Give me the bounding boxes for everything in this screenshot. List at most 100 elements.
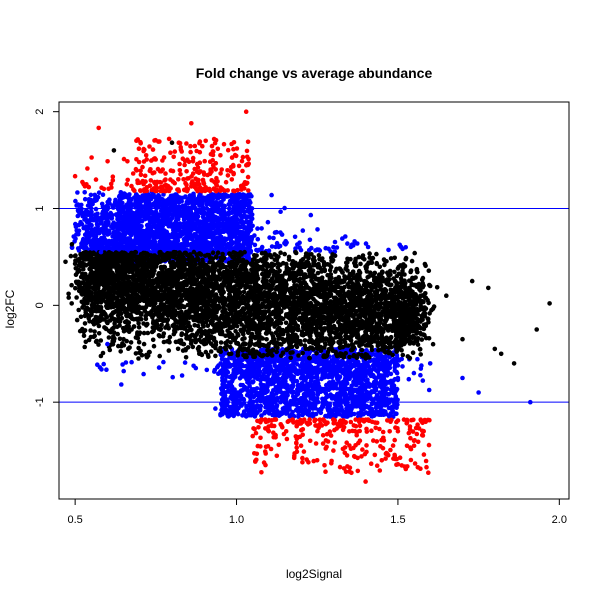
data-point: [215, 364, 220, 370]
data-point: [211, 221, 216, 227]
data-point: [418, 366, 424, 371]
data-point: [231, 140, 237, 145]
data-point: [165, 210, 171, 215]
data-point: [356, 440, 361, 446]
data-point: [413, 425, 419, 431]
data-point: [162, 188, 168, 193]
data-point: [399, 356, 405, 362]
data-point: [75, 213, 81, 219]
data-point: [225, 173, 231, 178]
data-point: [315, 227, 320, 232]
data-point: [82, 196, 88, 202]
data-point: [217, 239, 223, 244]
data-point: [138, 172, 144, 178]
data-point: [265, 219, 271, 225]
data-point: [78, 219, 83, 225]
data-point: [344, 453, 350, 458]
data-point: [188, 143, 193, 149]
data-point: [218, 413, 223, 418]
data-point: [229, 225, 234, 231]
data-point: [159, 169, 164, 174]
data-point: [341, 418, 347, 424]
data-point: [93, 237, 99, 243]
data-point: [176, 214, 181, 220]
data-point: [359, 385, 365, 390]
data-point: [300, 455, 305, 461]
data-point: [237, 359, 243, 364]
data-point: [341, 466, 347, 471]
data-point: [276, 244, 282, 250]
data-point: [197, 139, 203, 144]
data-point: [237, 212, 243, 218]
data-point: [260, 362, 265, 368]
data-point: [250, 368, 255, 374]
data-point: [371, 379, 377, 385]
data-point: [138, 223, 143, 229]
data-point: [294, 371, 300, 376]
data-point: [231, 369, 237, 375]
data-point: [125, 177, 130, 183]
data-point: [147, 203, 153, 208]
data-point: [84, 219, 90, 225]
data-point: [380, 435, 386, 441]
data-point: [382, 357, 387, 363]
data-point: [415, 356, 420, 362]
data-point: [304, 420, 310, 426]
data-point: [174, 235, 179, 241]
data-point: [307, 438, 313, 444]
data-point: [126, 205, 132, 210]
data-point: [138, 141, 143, 146]
data-point: [239, 218, 244, 223]
data-point: [286, 403, 292, 408]
data-point: [87, 234, 92, 239]
data-point: [247, 210, 252, 215]
data-point: [309, 245, 314, 251]
data-point: [280, 390, 285, 396]
data-point: [197, 224, 202, 230]
data-point: [259, 358, 265, 364]
data-point: [182, 162, 187, 168]
data-point: [156, 365, 162, 370]
data-point: [214, 175, 219, 181]
data-point: [337, 464, 343, 470]
data-point: [140, 240, 145, 245]
data-point: [315, 367, 321, 372]
data-point: [248, 408, 253, 414]
data-point: [321, 388, 327, 394]
data-point: [153, 209, 159, 214]
data-point: [93, 206, 99, 212]
data-point: [339, 389, 345, 394]
data-point: [313, 423, 318, 428]
data-point: [236, 163, 242, 169]
data-point: [95, 194, 101, 200]
data-point: [408, 435, 413, 441]
data-point: [151, 224, 156, 229]
data-point: [273, 374, 278, 380]
data-point: [293, 246, 298, 251]
data-point: [315, 392, 321, 397]
data-point: [351, 453, 357, 459]
data-point: [403, 245, 409, 250]
data-point: [218, 171, 223, 176]
data-point: [76, 248, 82, 253]
data-point: [134, 168, 139, 173]
data-point: [76, 231, 81, 237]
data-point: [273, 368, 278, 373]
data-point: [260, 376, 266, 382]
data-point: [232, 409, 238, 414]
data-point: [308, 212, 314, 218]
data-point: [118, 221, 124, 227]
data-point: [178, 172, 183, 177]
data-point: [332, 239, 338, 245]
data-point: [426, 470, 431, 476]
data-point: [157, 179, 163, 185]
data-point: [73, 224, 79, 229]
data-point: [265, 419, 271, 424]
data-point: [238, 194, 243, 200]
data-point: [297, 408, 302, 414]
data-point: [202, 210, 207, 215]
data-point: [328, 369, 333, 375]
data-point: [122, 231, 128, 237]
data-point: [351, 445, 356, 451]
data-point: [138, 214, 143, 220]
